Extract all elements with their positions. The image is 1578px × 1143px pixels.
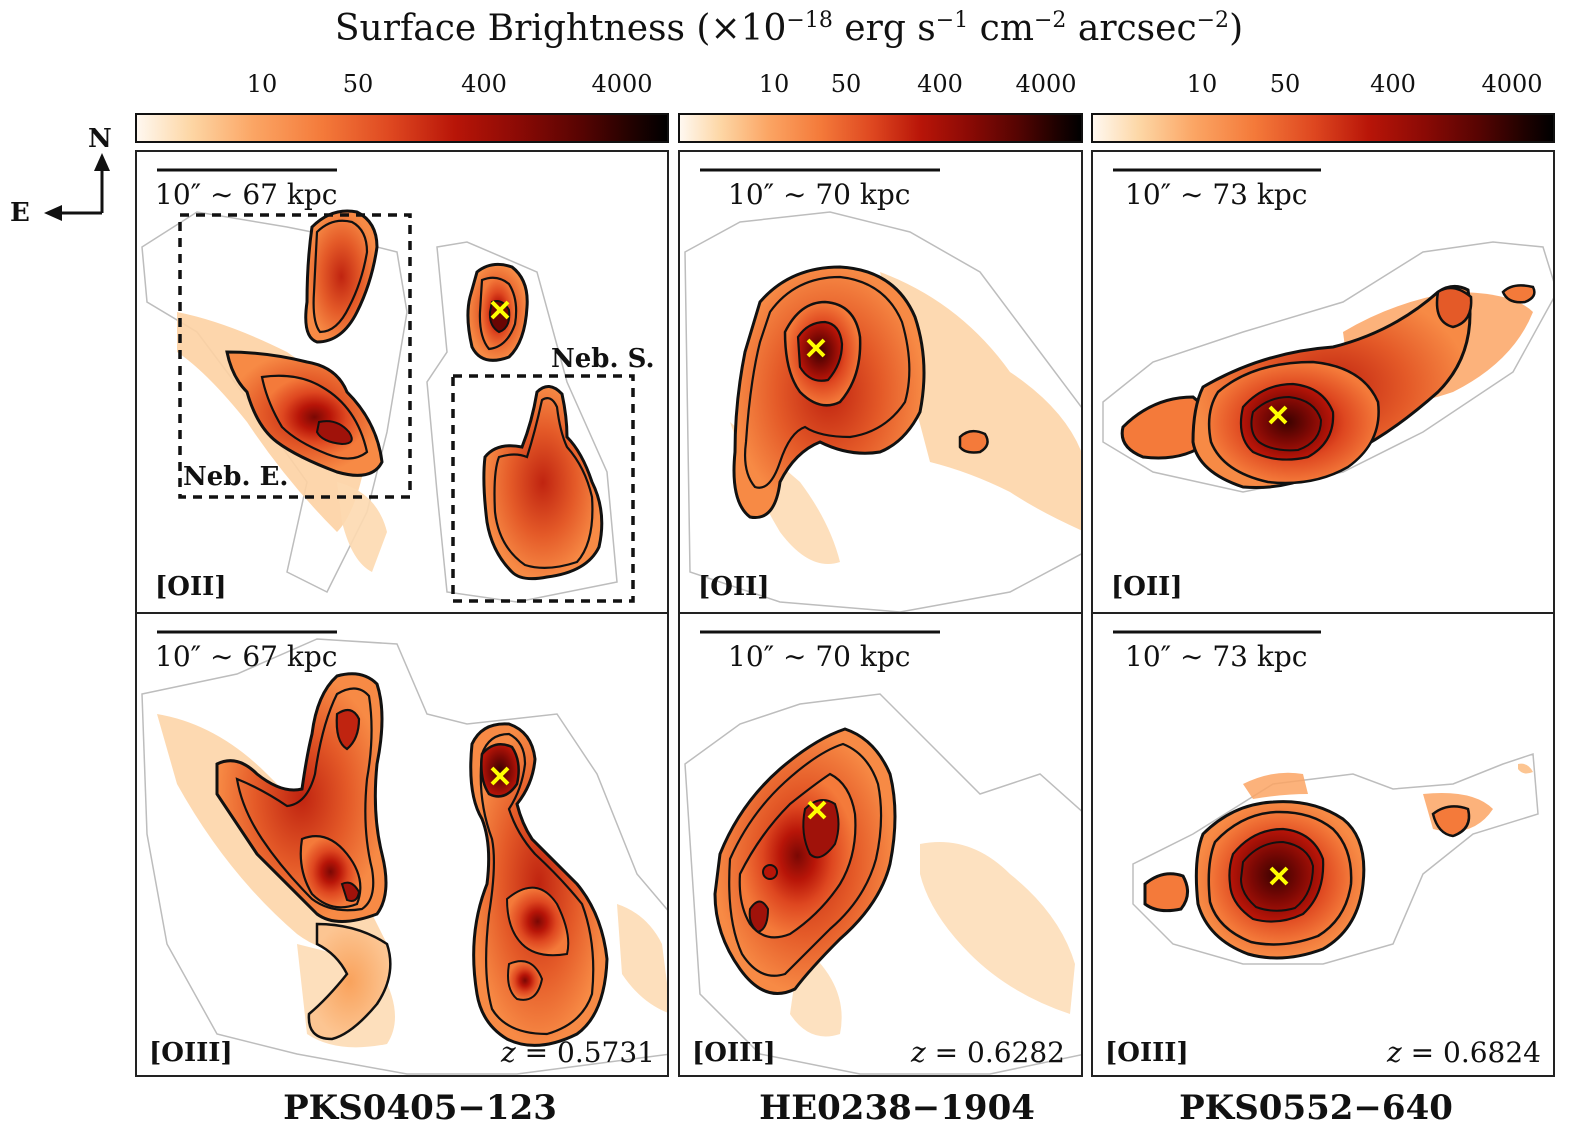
colorbar-3-tick: 10 (1186, 70, 1218, 98)
redshift-label: z = 0.6282 (910, 1036, 1065, 1069)
panel-pks0405-oii: 10″ ∼ 67 kpc Neb. E. Neb. S. [OII] (135, 150, 669, 614)
colorbar-1 (135, 113, 669, 143)
colorbar-2-tick: 50 (830, 70, 862, 98)
emission-line-label: [OII] (155, 572, 227, 602)
colorbar-title: Surface Brightness (×10−18 erg s−1 cm−2 … (334, 8, 1244, 49)
scale-bar-label: 10″ ∼ 73 kpc (1125, 178, 1308, 211)
emission-line-label: [OIII] (1105, 1038, 1189, 1068)
qso-marker-icon (490, 300, 510, 320)
panel-he0238-oii: 10″ ∼ 70 kpc [OII] (678, 150, 1083, 614)
colorbar-1-tick: 400 (461, 70, 507, 98)
scale-bar-label: 10″ ∼ 67 kpc (155, 178, 338, 211)
emission-line-label: [OIII] (149, 1038, 233, 1068)
colorbar-2-tick: 4000 (1015, 70, 1077, 98)
compass-north-label: N (88, 124, 112, 154)
panel-he0238-oiii: 10″ ∼ 70 kpc [OIII] z = 0.6282 (678, 612, 1083, 1077)
colorbar-2 (678, 113, 1083, 143)
qso-marker-icon (490, 766, 510, 786)
pks0405-oii-map (141, 168, 635, 603)
scale-bar-label: 10″ ∼ 73 kpc (1125, 640, 1308, 673)
compass-east-label: E (10, 198, 30, 228)
colorbar-2-tick: 10 (758, 70, 790, 98)
pks0552-oii-map (1102, 168, 1553, 493)
colorbar-1-tick: 10 (246, 70, 278, 98)
nebula-s-label: Neb. S. (551, 344, 655, 374)
colorbar-3-tick: 4000 (1481, 70, 1543, 98)
colorbar-1-tick: 50 (342, 70, 374, 98)
qso-name-pks0405: PKS0405−123 (283, 1088, 557, 1128)
colorbar-3-tick: 50 (1269, 70, 1301, 98)
nebula-e-label: Neb. E. (183, 462, 289, 492)
emission-line-label: [OIII] (692, 1038, 776, 1068)
redshift-label: z = 0.5731 (500, 1036, 655, 1069)
he0238-oiii-map (684, 630, 1081, 1075)
pks0405-oiii-map (141, 630, 667, 1075)
scale-bar-label: 10″ ∼ 67 kpc (155, 640, 338, 673)
scale-bar-label: 10″ ∼ 70 kpc (728, 640, 911, 673)
colorbar-3-tick: 400 (1370, 70, 1416, 98)
redshift-label: z = 0.6824 (1386, 1036, 1541, 1069)
qso-name-he0238: HE0238−1904 (759, 1088, 1035, 1128)
panel-pks0552-oii: 10″ ∼ 73 kpc [OII] (1091, 150, 1555, 614)
colorbar-3 (1091, 113, 1555, 143)
qso-name-pks0552: PKS0552−640 (1179, 1088, 1453, 1128)
qso-marker-icon (806, 338, 826, 358)
colorbar-1-tick: 4000 (591, 70, 653, 98)
pks0552-oiii-map (1113, 630, 1539, 965)
qso-marker-icon (1268, 405, 1288, 425)
compass-arrows (44, 153, 110, 221)
panel-pks0405-oiii: 10″ ∼ 67 kpc [OIII] z = 0.5731 (135, 612, 669, 1077)
colorbar-2-tick: 400 (917, 70, 963, 98)
qso-marker-icon (807, 800, 827, 820)
emission-line-label: [OII] (1111, 572, 1183, 602)
panel-pks0552-oiii: 10″ ∼ 73 kpc [OIII] z = 0.6824 (1091, 612, 1555, 1077)
qso-marker-icon (1269, 866, 1289, 886)
he0238-oii-map (684, 168, 1081, 612)
scale-bar-label: 10″ ∼ 70 kpc (728, 178, 911, 211)
emission-line-label: [OII] (698, 572, 770, 602)
